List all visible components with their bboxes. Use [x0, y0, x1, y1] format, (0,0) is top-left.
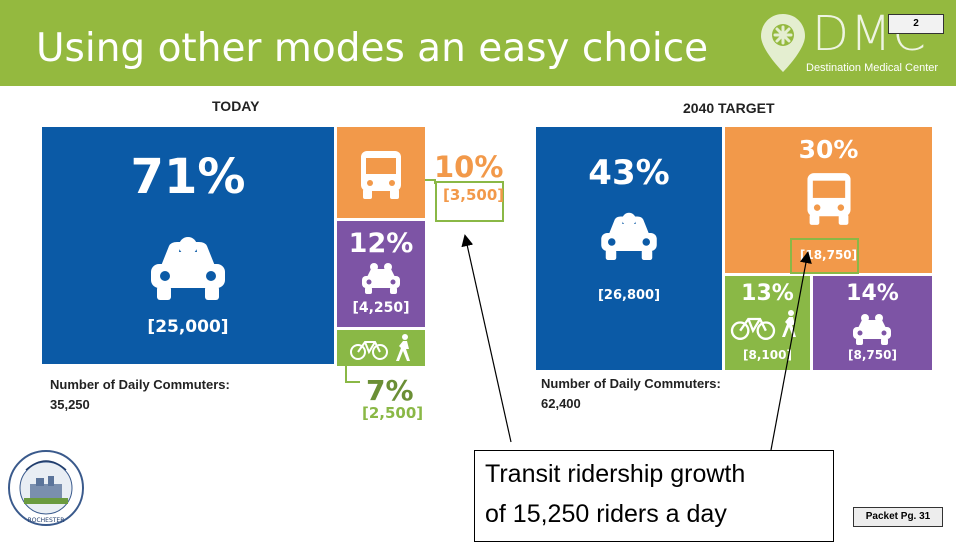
today-carpool-count: [4,250] [352, 300, 410, 316]
carpool-icon [362, 263, 400, 294]
target-car-block: 43% [26,800] [536, 127, 722, 370]
today-transit-block [337, 127, 425, 218]
target-transit-count: [18,750] [799, 248, 858, 262]
carpool-icon [853, 314, 891, 345]
target-commuters: Number of Daily Commuters: 62,400 [541, 374, 721, 414]
target-commuters-label: Number of Daily Commuters: [541, 376, 721, 391]
page-number: 2 [888, 14, 944, 34]
today-title: TODAY [212, 98, 260, 114]
today-transit-count: [3,500] [443, 186, 505, 204]
packet-page-label: Packet Pg. 31 [853, 507, 943, 527]
target-car-count: [26,800] [597, 288, 661, 303]
car-icon [151, 237, 225, 300]
bus-icon [361, 151, 401, 199]
today-commuters-value: 35,250 [50, 397, 90, 412]
target-commuters-value: 62,400 [541, 396, 581, 411]
callout-box: Transit ridership growth of 15,250 rider… [474, 450, 834, 542]
target-car-pct: 43% [588, 153, 670, 193]
svg-text:ROCHESTER: ROCHESTER [28, 517, 65, 524]
today-carpool-pct: 12% [348, 228, 414, 259]
bike-icon [730, 317, 776, 340]
callout-line-1: Transit ridership growth [485, 460, 746, 488]
arrow-to-today-transit [461, 234, 512, 443]
callout-line-2: of 15,250 riders a day [485, 500, 727, 528]
location-pin-icon [761, 14, 805, 72]
today-car-pct: 71% [130, 149, 246, 205]
today-bike-connector [345, 366, 360, 383]
header-bar: Using other modes an easy choice DMC Des… [0, 0, 956, 86]
target-title: 2040 TARGET [683, 100, 775, 116]
target-carpool-count: [8,750] [848, 348, 897, 362]
target-carpool-pct: 14% [846, 281, 899, 306]
today-bike-count: [2,500] [362, 404, 424, 422]
today-commuters: Number of Daily Commuters: 35,250 [50, 375, 230, 415]
target-transit-highlight [790, 238, 859, 274]
target-transit-pct: 30% [798, 135, 859, 164]
logo-subtitle: Destination Medical Center [806, 62, 939, 74]
today-car-block: 71% [25,000] [42, 127, 334, 364]
today-car-count: [25,000] [147, 317, 229, 337]
today-bike-pct: 7% [366, 374, 414, 407]
target-bike-count: [8,100] [743, 348, 792, 362]
today-transit-pct: 10% [434, 150, 504, 184]
bus-icon [807, 173, 851, 225]
today-transit-connector [425, 179, 436, 184]
pedestrian-icon [396, 334, 410, 361]
slide-title: Using other modes an easy choice [36, 26, 709, 71]
today-transit-highlight [435, 181, 504, 222]
target-transit-block: 30% [18,750] [725, 127, 932, 274]
target-bike-pct: 13% [741, 281, 794, 306]
target-carpool-block: 14% [8,750] [813, 276, 932, 370]
car-icon [601, 212, 657, 260]
bike-icon [350, 341, 388, 360]
today-commuters-label: Number of Daily Commuters: [50, 377, 230, 392]
target-bike-block: 13% [8,100] [725, 276, 810, 370]
city-seal-icon: ROCHESTER [8, 450, 84, 526]
pedestrian-icon [782, 310, 796, 337]
today-bike-block [337, 330, 425, 366]
today-carpool-block: 12% [4,250] [337, 221, 425, 327]
